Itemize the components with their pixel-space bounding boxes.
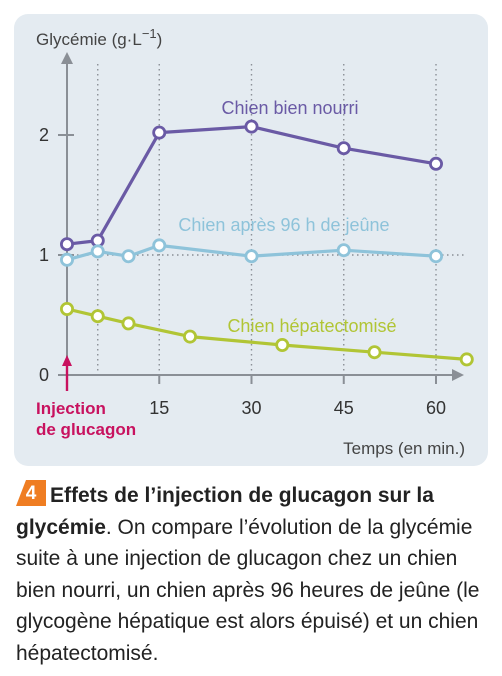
- series-2-point-0: [60, 301, 75, 316]
- series-0-point-5: [428, 156, 443, 171]
- y-axis-title-exponent: −1: [142, 26, 157, 41]
- chart-panel: Glycémie (g·L−1) Temps (en min.) Injecti…: [14, 14, 488, 466]
- series-label-2: Chien hépatectomisé: [227, 316, 396, 336]
- series-label-1: Chien après 96 h de jeûne: [178, 215, 389, 235]
- series-1-point-4: [244, 249, 259, 264]
- y-axis-arrow: [61, 52, 73, 64]
- injection-label-line1: Injection: [36, 399, 106, 418]
- y-tick-label-2: 2: [39, 125, 49, 145]
- y-tick-label-1: 1: [39, 245, 49, 265]
- ticks: 15 30 45 60 0 1 2: [39, 125, 446, 418]
- badge-shape: [16, 480, 46, 506]
- y-axis-title: Glycémie (g·L−1): [36, 26, 162, 49]
- series-1-point-3: [152, 238, 167, 253]
- x-tick-label-30: 30: [241, 398, 261, 418]
- series-1-point-1: [90, 244, 105, 259]
- injection-label-line2: de glucagon: [36, 420, 136, 439]
- x-axis-arrow: [452, 369, 464, 381]
- series-2-point-4: [275, 337, 290, 352]
- figure-number: 4: [25, 483, 37, 504]
- figure-number-badge: 4: [16, 480, 46, 506]
- series-2-point-5: [367, 345, 382, 360]
- series-1-point-5: [336, 243, 351, 258]
- x-axis-title: Temps (en min.): [343, 439, 465, 458]
- series-0-point-0: [60, 237, 75, 252]
- y-tick-label-0: 0: [39, 365, 49, 385]
- x-tick-label-45: 45: [334, 398, 354, 418]
- x-tick-label-60: 60: [426, 398, 446, 418]
- series-2-point-3: [182, 329, 197, 344]
- axes: Glycémie (g·L−1) Temps (en min.) Injecti…: [36, 26, 465, 458]
- glycemia-chart: Glycémie (g·L−1) Temps (en min.) Injecti…: [36, 26, 474, 458]
- figure-caption: 4 Effets de l’injection de glucagon sur …: [16, 480, 494, 669]
- series: Chien bien nourri Chien après 96 h de jeû…: [60, 98, 474, 367]
- y-axis-title-close: ): [157, 30, 163, 49]
- x-tick-label-15: 15: [149, 398, 169, 418]
- series-1-point-0: [60, 252, 75, 267]
- injection-marker: [62, 355, 72, 391]
- caption-title: Effets de l’injection de glucagon sur la…: [16, 484, 434, 539]
- series-2-point-1: [90, 309, 105, 324]
- series-1-point-2: [121, 249, 136, 264]
- series-0-point-2: [152, 125, 167, 140]
- series-2-point-2: [121, 316, 136, 331]
- y-axis-title-main: Glycémie (g·L: [36, 30, 142, 49]
- series-2-point-6: [459, 352, 474, 367]
- injection-arrow-head: [62, 355, 72, 366]
- series-0-point-3: [244, 119, 259, 134]
- caption-text: . On compare l’évolution de la glycémie …: [16, 515, 480, 665]
- series-1-point-6: [428, 249, 443, 264]
- series-label-0: Chien bien nourri: [221, 98, 358, 118]
- series-0-point-4: [336, 141, 351, 156]
